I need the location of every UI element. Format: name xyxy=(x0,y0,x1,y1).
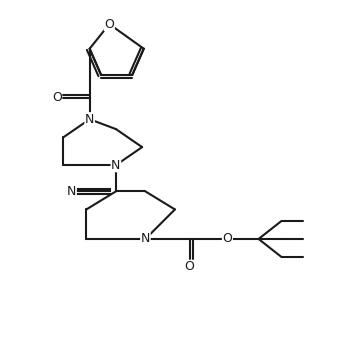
Text: N: N xyxy=(67,185,76,198)
Text: O: O xyxy=(222,232,232,245)
Text: O: O xyxy=(185,260,194,273)
Text: O: O xyxy=(104,18,114,30)
Text: N: N xyxy=(141,232,150,245)
Text: N: N xyxy=(111,159,121,172)
Text: N: N xyxy=(85,113,94,126)
Text: O: O xyxy=(52,91,62,104)
